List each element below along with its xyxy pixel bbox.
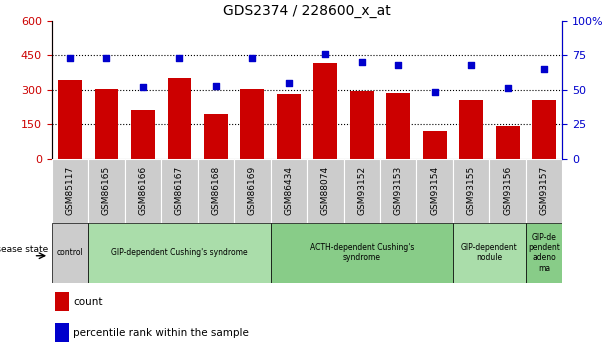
Text: GSM93155: GSM93155 — [467, 166, 475, 215]
Text: GSM93154: GSM93154 — [430, 166, 439, 215]
Text: GIP-dependent
nodule: GIP-dependent nodule — [461, 243, 518, 263]
Text: GIP-de
pendent
adeno
ma: GIP-de pendent adeno ma — [528, 233, 560, 273]
Bar — [271, 223, 453, 283]
Text: GSM86434: GSM86434 — [285, 166, 293, 215]
Bar — [95, 89, 118, 159]
Bar — [453, 223, 526, 283]
Bar — [416, 159, 453, 223]
Text: GSM93153: GSM93153 — [394, 166, 402, 215]
Point — [247, 55, 257, 61]
Point — [430, 90, 440, 95]
Bar — [131, 110, 154, 159]
Point — [65, 55, 75, 61]
Bar — [344, 159, 380, 223]
Bar — [532, 100, 556, 159]
Bar — [453, 159, 489, 223]
Bar — [489, 159, 526, 223]
Point — [174, 55, 184, 61]
Bar — [313, 63, 337, 159]
Bar — [423, 131, 446, 159]
Bar — [88, 159, 125, 223]
Bar — [307, 159, 344, 223]
Point — [284, 80, 294, 86]
Point — [211, 83, 221, 88]
Bar — [380, 159, 416, 223]
Bar — [277, 94, 300, 159]
Bar — [386, 93, 410, 159]
Text: ACTH-dependent Cushing's
syndrome: ACTH-dependent Cushing's syndrome — [309, 243, 414, 263]
Bar — [459, 100, 483, 159]
Bar — [198, 159, 234, 223]
Bar — [52, 223, 88, 283]
Text: GIP-dependent Cushing's syndrome: GIP-dependent Cushing's syndrome — [111, 248, 247, 257]
Bar — [240, 89, 264, 159]
Text: GSM86168: GSM86168 — [212, 166, 220, 215]
Point — [503, 86, 513, 91]
Text: GSM93157: GSM93157 — [540, 166, 548, 215]
Point — [102, 55, 111, 61]
Text: GSM86166: GSM86166 — [139, 166, 147, 215]
Bar — [526, 159, 562, 223]
Bar — [88, 223, 271, 283]
Text: GSM86165: GSM86165 — [102, 166, 111, 215]
Text: GSM93152: GSM93152 — [358, 166, 366, 215]
Point — [393, 62, 403, 68]
Text: GSM93156: GSM93156 — [503, 166, 512, 215]
Text: percentile rank within the sample: percentile rank within the sample — [73, 328, 249, 337]
Point — [539, 66, 549, 72]
Point — [138, 84, 148, 90]
Text: disease state: disease state — [0, 245, 48, 254]
Bar — [234, 159, 271, 223]
Point — [320, 51, 330, 57]
Bar — [55, 323, 69, 342]
Bar — [58, 80, 81, 159]
Bar — [52, 159, 88, 223]
Text: GSM88074: GSM88074 — [321, 166, 330, 215]
Text: GSM86167: GSM86167 — [175, 166, 184, 215]
Text: count: count — [73, 297, 103, 306]
Text: GSM85117: GSM85117 — [66, 166, 74, 215]
Bar — [55, 292, 69, 311]
Point — [357, 59, 367, 65]
Bar — [125, 159, 161, 223]
Bar — [167, 78, 191, 159]
Text: GSM86169: GSM86169 — [248, 166, 257, 215]
Bar — [350, 91, 373, 159]
Point — [466, 62, 476, 68]
Bar — [496, 127, 519, 159]
Bar — [161, 159, 198, 223]
Bar — [526, 223, 562, 283]
Bar — [204, 114, 227, 159]
Title: GDS2374 / 228600_x_at: GDS2374 / 228600_x_at — [223, 4, 391, 18]
Bar — [271, 159, 307, 223]
Text: control: control — [57, 248, 83, 257]
